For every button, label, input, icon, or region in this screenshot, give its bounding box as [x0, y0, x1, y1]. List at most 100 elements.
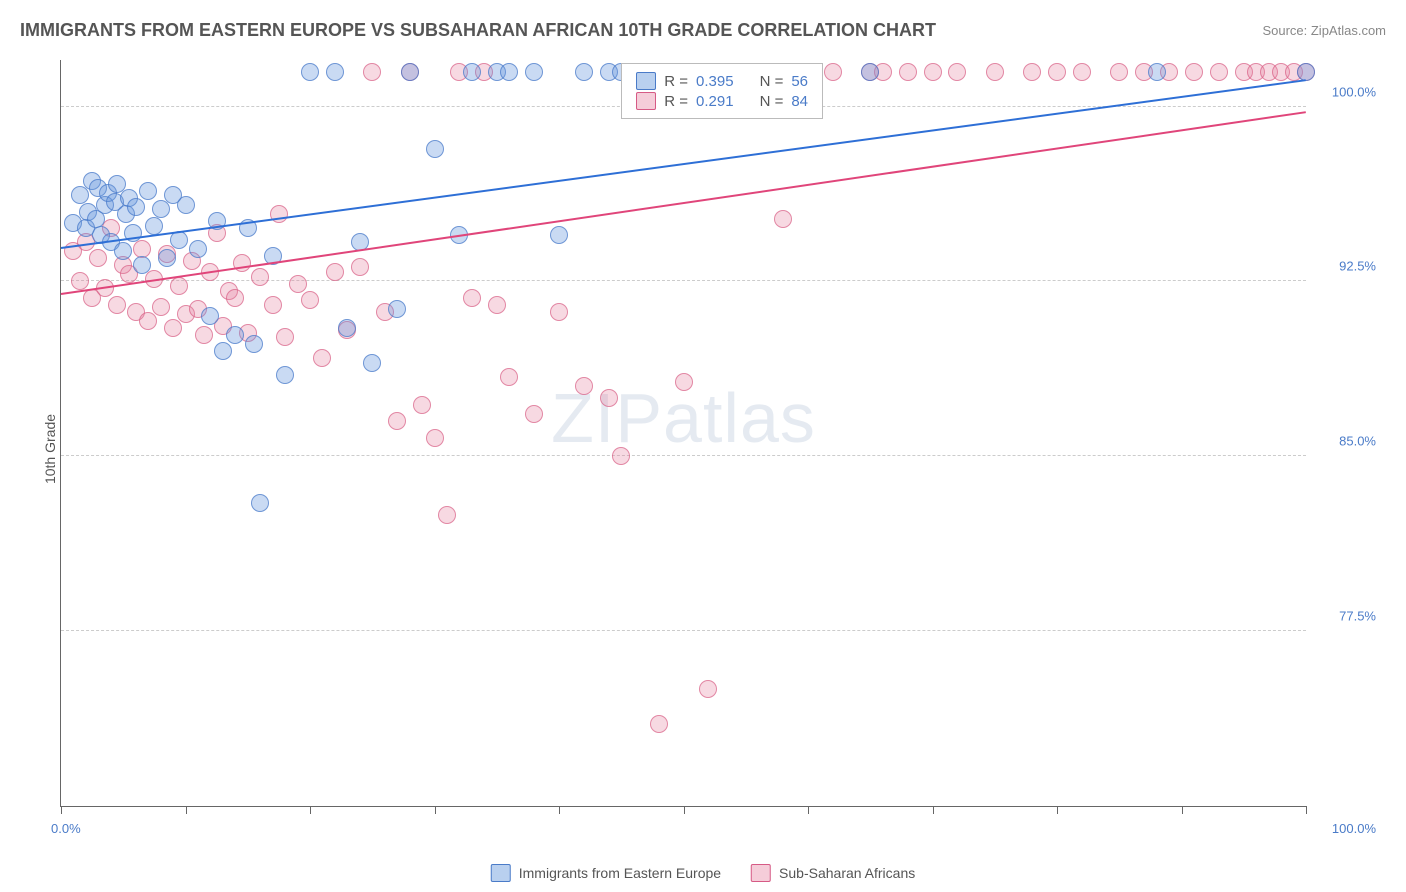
legend-swatch [636, 72, 656, 90]
scatter-point [195, 326, 213, 344]
scatter-point [1048, 63, 1066, 81]
scatter-point [463, 63, 481, 81]
plot-area: ZIPatlas R =0.395N =56R =0.291N =84 0.0%… [60, 60, 1306, 807]
series-legend-item: Immigrants from Eastern Europe [491, 864, 721, 882]
scatter-point [133, 240, 151, 258]
scatter-point [675, 373, 693, 391]
x-tick [684, 806, 685, 814]
x-axis-max-label: 100.0% [1332, 821, 1376, 836]
chart-container: 10th Grade ZIPatlas R =0.395N =56R =0.29… [60, 60, 1381, 837]
scatter-point [426, 429, 444, 447]
series-label: Sub-Saharan Africans [779, 865, 915, 881]
scatter-point [824, 63, 842, 81]
legend-swatch [491, 864, 511, 882]
x-tick [435, 806, 436, 814]
x-tick [808, 806, 809, 814]
scatter-point [774, 210, 792, 228]
scatter-point [177, 196, 195, 214]
scatter-point [388, 300, 406, 318]
scatter-point [301, 291, 319, 309]
x-tick [1057, 806, 1058, 814]
scatter-point [226, 326, 244, 344]
scatter-point [170, 277, 188, 295]
scatter-point [189, 240, 207, 258]
scatter-point [226, 289, 244, 307]
series-legend: Immigrants from Eastern Europe Sub-Sahara… [491, 864, 916, 882]
series-label: Immigrants from Eastern Europe [519, 865, 721, 881]
scatter-point [71, 272, 89, 290]
legend-row: R =0.395N =56 [636, 72, 808, 90]
scatter-point [108, 296, 126, 314]
legend-n-value: 84 [791, 93, 808, 110]
scatter-point [413, 396, 431, 414]
scatter-point [1073, 63, 1091, 81]
scatter-point [363, 63, 381, 81]
scatter-point [71, 186, 89, 204]
scatter-point [363, 354, 381, 372]
correlation-legend: R =0.395N =56R =0.291N =84 [621, 63, 823, 119]
x-tick [1306, 806, 1307, 814]
scatter-point [861, 63, 879, 81]
trend-line [61, 111, 1306, 295]
scatter-point [525, 405, 543, 423]
scatter-point [924, 63, 942, 81]
scatter-point [264, 296, 282, 314]
x-tick [61, 806, 62, 814]
scatter-point [500, 368, 518, 386]
gridline [61, 280, 1306, 281]
scatter-point [152, 298, 170, 316]
legend-row: R =0.291N =84 [636, 92, 808, 110]
scatter-point [948, 63, 966, 81]
legend-n-value: 56 [791, 73, 808, 90]
y-axis-label: 10th Grade [42, 413, 58, 483]
scatter-point [1148, 63, 1166, 81]
scatter-point [152, 200, 170, 218]
x-axis-min-label: 0.0% [51, 821, 81, 836]
header: IMMIGRANTS FROM EASTERN EUROPE VS SUBSAH… [20, 20, 1386, 41]
scatter-point [251, 494, 269, 512]
legend-swatch [751, 864, 771, 882]
scatter-point [699, 680, 717, 698]
x-tick [310, 806, 311, 814]
scatter-point [986, 63, 1004, 81]
scatter-point [133, 256, 151, 274]
scatter-point [214, 342, 232, 360]
legend-r-label: R = [664, 93, 688, 110]
series-legend-item: Sub-Saharan Africans [751, 864, 915, 882]
scatter-point [301, 63, 319, 81]
scatter-point [1110, 63, 1128, 81]
scatter-point [550, 303, 568, 321]
y-tick-label: 92.5% [1316, 259, 1376, 274]
legend-n-label: N = [760, 93, 784, 110]
scatter-point [600, 389, 618, 407]
scatter-point [276, 366, 294, 384]
legend-n-label: N = [760, 73, 784, 90]
gridline [61, 630, 1306, 631]
scatter-point [1023, 63, 1041, 81]
y-tick-label: 100.0% [1316, 84, 1376, 99]
scatter-point [127, 198, 145, 216]
scatter-point [158, 249, 176, 267]
scatter-point [251, 268, 269, 286]
y-tick-label: 85.0% [1316, 434, 1376, 449]
scatter-point [525, 63, 543, 81]
scatter-point [201, 307, 219, 325]
scatter-point [1297, 63, 1315, 81]
legend-swatch [636, 92, 656, 110]
scatter-point [401, 63, 419, 81]
scatter-point [388, 412, 406, 430]
scatter-point [426, 140, 444, 158]
scatter-point [351, 258, 369, 276]
source-label: Source: ZipAtlas.com [1262, 23, 1386, 38]
scatter-point [326, 263, 344, 281]
x-tick [1182, 806, 1183, 814]
scatter-point [139, 182, 157, 200]
scatter-point [575, 63, 593, 81]
scatter-point [463, 289, 481, 307]
chart-title: IMMIGRANTS FROM EASTERN EUROPE VS SUBSAH… [20, 20, 936, 41]
gridline [61, 455, 1306, 456]
x-tick [186, 806, 187, 814]
scatter-point [650, 715, 668, 733]
scatter-point [289, 275, 307, 293]
scatter-point [338, 319, 356, 337]
